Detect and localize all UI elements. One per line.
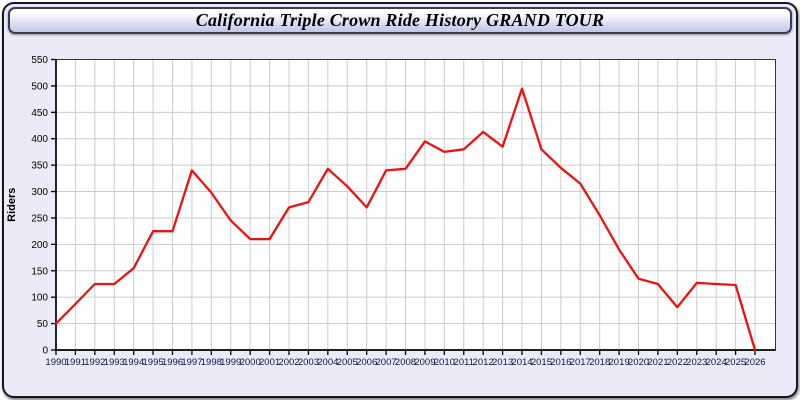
chart-title-bar: California Triple Crown Ride History GRA…	[8, 7, 792, 34]
chart-title: California Triple Crown Ride History GRA…	[195, 10, 605, 30]
